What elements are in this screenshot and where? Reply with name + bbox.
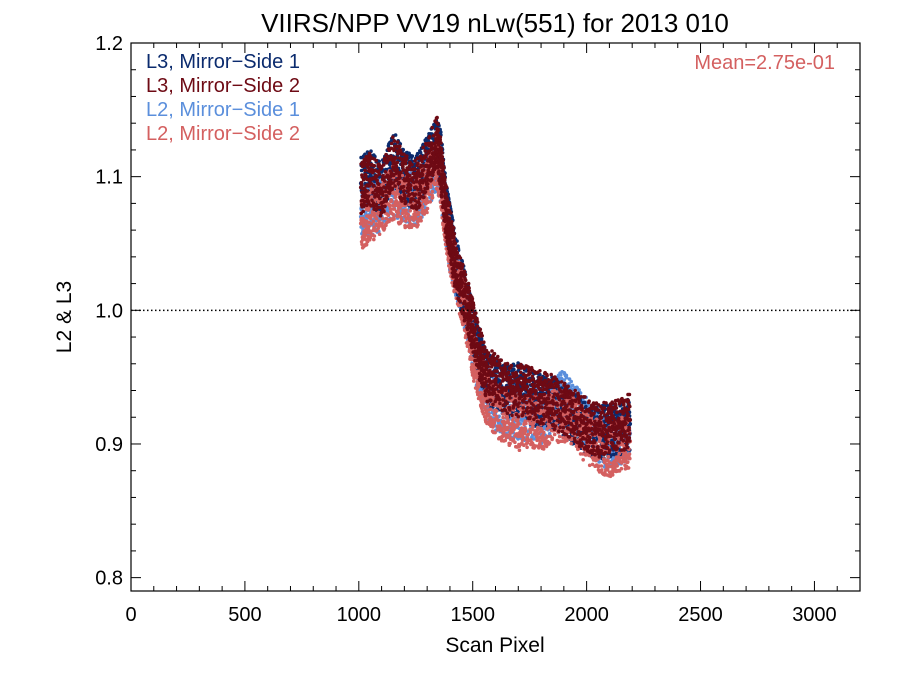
data-point xyxy=(373,211,378,216)
data-point xyxy=(512,367,516,372)
data-point xyxy=(419,218,423,223)
data-point xyxy=(569,379,573,384)
data-point xyxy=(377,159,382,164)
data-point xyxy=(395,188,400,193)
data-points xyxy=(358,115,633,479)
data-point xyxy=(370,195,374,199)
data-point xyxy=(391,212,396,217)
data-point xyxy=(410,154,415,158)
data-point xyxy=(415,151,420,156)
data-point xyxy=(364,242,369,247)
data-point xyxy=(372,225,376,229)
data-point xyxy=(564,375,569,380)
data-point xyxy=(384,223,388,228)
data-point xyxy=(416,211,421,215)
data-point xyxy=(389,199,394,203)
data-point xyxy=(388,207,393,211)
data-point xyxy=(359,168,364,173)
data-point xyxy=(392,207,397,211)
data-point xyxy=(559,373,563,377)
data-point xyxy=(578,391,583,395)
data-point xyxy=(538,372,542,377)
chart-title: VIIRS/NPP VV19 nLw(551) for 2013 010 xyxy=(261,8,729,38)
data-point xyxy=(570,383,575,388)
data-point xyxy=(374,216,379,221)
data-point xyxy=(377,232,382,236)
data-point xyxy=(382,226,387,231)
data-point xyxy=(400,219,404,223)
data-point xyxy=(597,460,601,464)
data-point xyxy=(408,208,413,213)
data-point xyxy=(380,216,385,221)
data-point xyxy=(377,219,381,224)
data-point xyxy=(386,213,391,218)
data-point xyxy=(380,170,384,174)
data-point xyxy=(387,219,391,224)
data-point xyxy=(396,211,401,215)
data-point xyxy=(404,208,409,212)
data-point xyxy=(430,195,435,200)
data-point xyxy=(425,206,430,211)
data-point xyxy=(396,192,401,196)
data-point xyxy=(425,210,429,215)
data-point xyxy=(428,200,433,204)
data-point xyxy=(418,150,423,155)
data-point xyxy=(407,219,412,223)
data-point xyxy=(372,234,377,238)
data-point xyxy=(414,216,418,221)
data-point xyxy=(371,219,376,223)
data-point xyxy=(393,133,398,137)
data-point xyxy=(429,185,433,189)
data-point xyxy=(416,223,420,227)
data-point xyxy=(369,222,374,226)
data-point xyxy=(419,215,423,220)
data-point xyxy=(562,378,566,382)
data-point xyxy=(479,337,484,341)
data-point xyxy=(577,388,581,392)
data-point xyxy=(584,404,588,409)
data-point xyxy=(547,431,552,436)
data-point xyxy=(439,130,443,134)
data-point xyxy=(368,235,373,240)
data-point xyxy=(392,217,396,221)
data-point xyxy=(372,237,376,242)
data-point xyxy=(582,400,587,405)
data-point xyxy=(401,147,406,152)
data-point xyxy=(388,203,392,208)
data-point xyxy=(430,189,435,194)
data-point xyxy=(367,224,371,229)
data-point xyxy=(406,212,411,217)
